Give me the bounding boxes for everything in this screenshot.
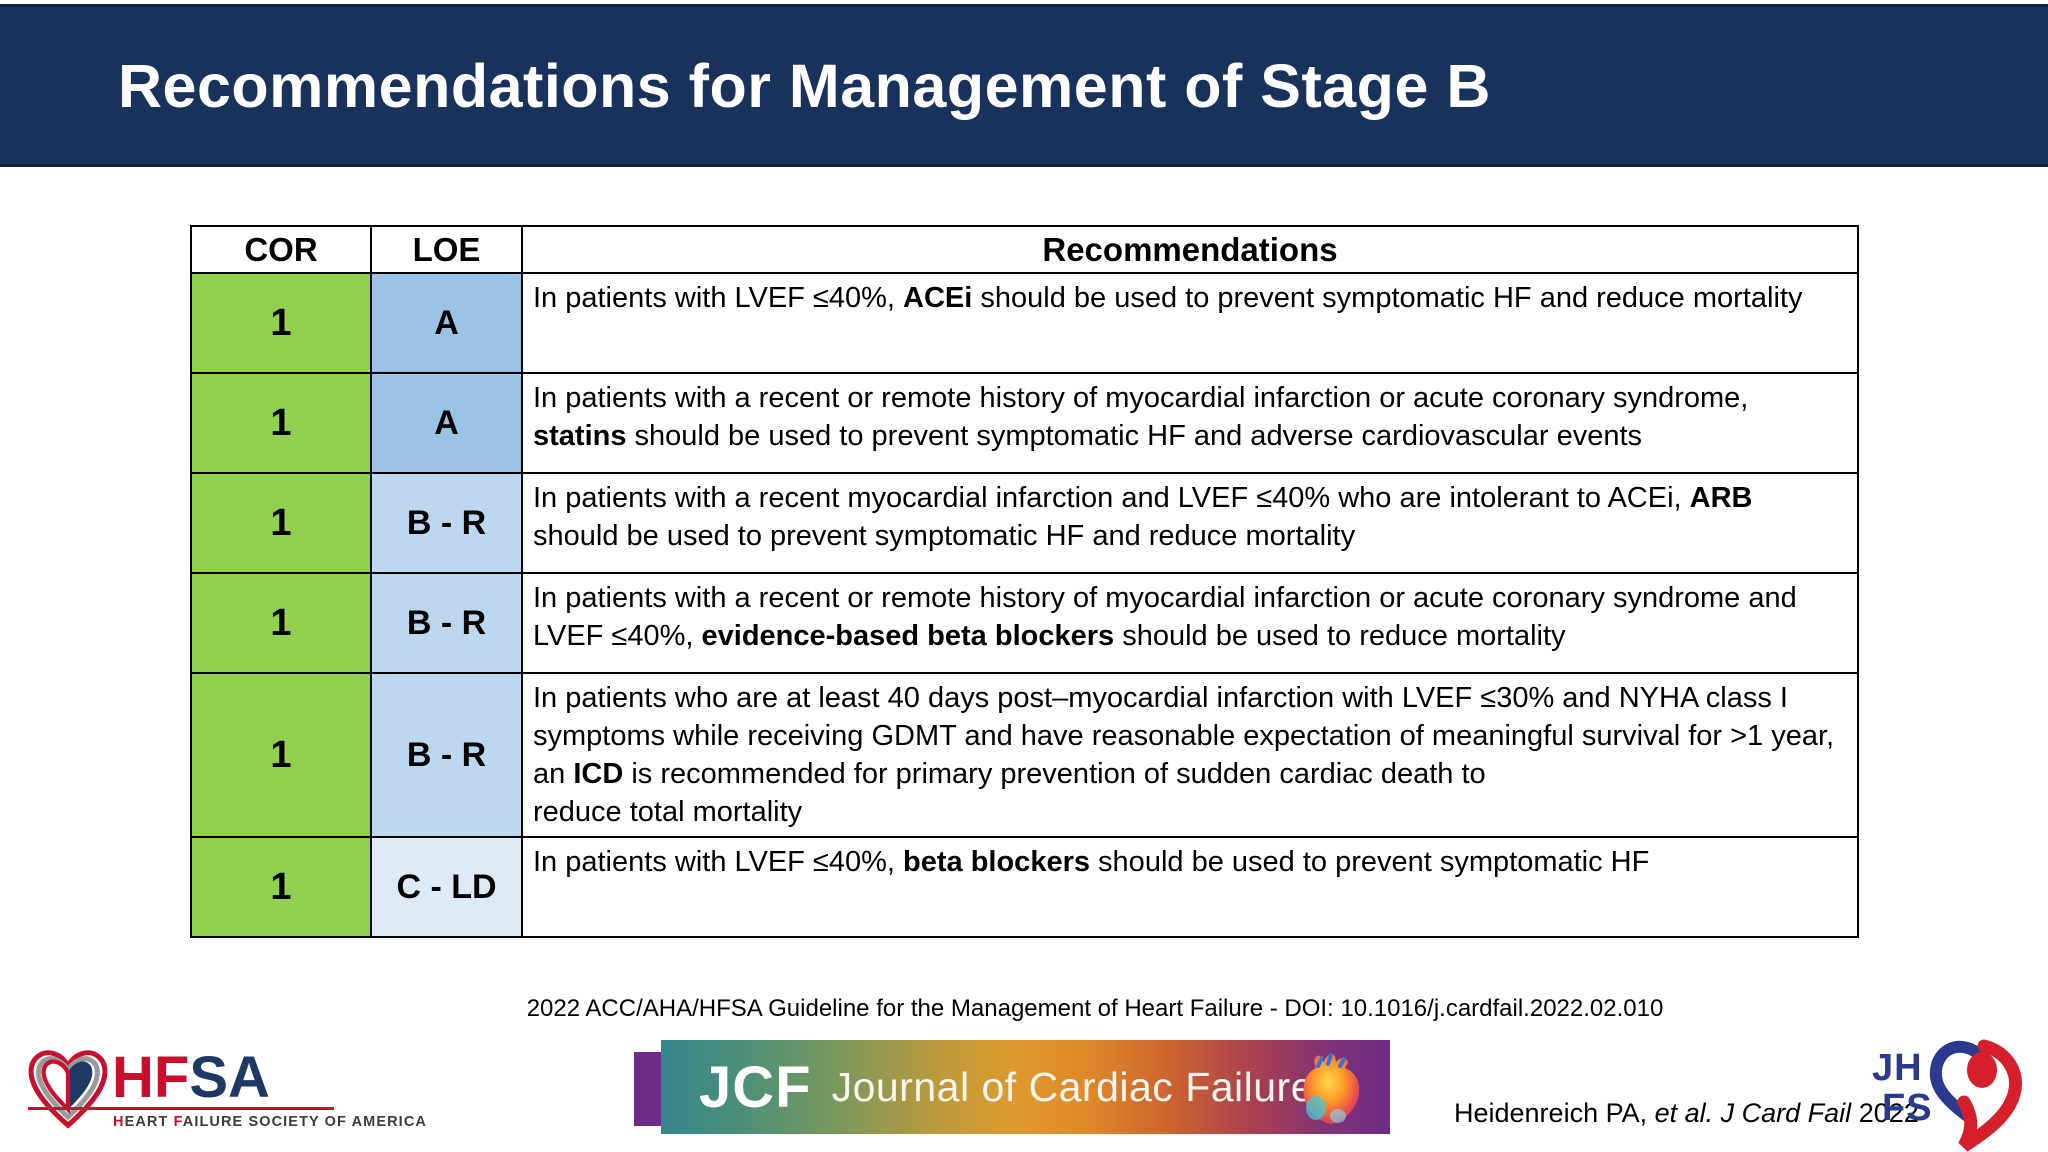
loe-cell: B - R bbox=[370, 472, 523, 574]
hfsa-wordmark: HFSA bbox=[112, 1044, 270, 1111]
column-header-recommendations: Recommendations bbox=[521, 225, 1859, 274]
recommendation-cell: In patients with a recent or remote hist… bbox=[521, 572, 1859, 674]
text-segment: et al. J Card Fail bbox=[1654, 1098, 1852, 1128]
text-segment: In patients who are at least 40 days pos… bbox=[533, 682, 1835, 790]
text-segment: ICD bbox=[573, 758, 624, 790]
column-header-loe: LOE bbox=[370, 225, 523, 274]
cor-cell: 1 bbox=[190, 272, 372, 374]
text-segment: In patients with LVEF ≤40%, bbox=[533, 282, 904, 314]
hfsa-logo: HFSA HEART FAILURE SOCIETY OF AMERICA bbox=[26, 1044, 426, 1136]
text-segment: beta blockers bbox=[903, 846, 1090, 878]
text-segment: In patients with a recent or remote hist… bbox=[533, 382, 1749, 414]
loe-cell: A bbox=[370, 272, 523, 374]
reference-text: Heidenreich PA, et al. J Card Fail 2022 bbox=[1454, 1098, 1919, 1129]
recommendations-table: COR LOE Recommendations 1 A In patients wi… bbox=[190, 225, 1859, 938]
text-segment: reduce total mortality bbox=[533, 796, 803, 828]
text-segment: should be used to prevent symptomatic HF… bbox=[533, 520, 1356, 552]
table-row: 1 A In patients with a recent or remote hi… bbox=[190, 372, 1859, 474]
recommendation-cell: In patients with LVEF ≤40%, ACEi should … bbox=[521, 272, 1859, 374]
text-segment: Heidenreich PA, bbox=[1454, 1098, 1655, 1128]
table-header-row: COR LOE Recommendations bbox=[190, 225, 1859, 274]
text-segment: evidence-based beta blockers bbox=[701, 620, 1115, 652]
jhfs-heart-icon bbox=[1929, 1039, 2022, 1152]
cor-cell: 1 bbox=[190, 672, 372, 838]
cor-cell: 1 bbox=[190, 836, 372, 938]
recommendation-cell: In patients who are at least 40 days pos… bbox=[521, 672, 1859, 838]
cor-cell: 1 bbox=[190, 372, 372, 474]
hfsa-heart-icon bbox=[28, 1050, 108, 1129]
text-segment: F bbox=[173, 1114, 183, 1130]
title-bar: Recommendations for Management of Stage … bbox=[0, 4, 2048, 167]
text-segment: AILURE SOCIETY OF AMERICA bbox=[182, 1114, 427, 1130]
text-segment: In patients with LVEF ≤40%, bbox=[533, 846, 904, 878]
text-segment: ARB bbox=[1689, 482, 1753, 514]
jhfs-wordmark: JH FS bbox=[1872, 1048, 1933, 1128]
guideline-citation: 2022 ACC/AHA/HFSA Guideline for the Mana… bbox=[526, 995, 1664, 1022]
text-segment: should be used to prevent symptomatic HF bbox=[1090, 846, 1650, 878]
hfsa-divider bbox=[28, 1107, 334, 1110]
text-segment: In patients with a recent or remote hist… bbox=[533, 582, 1797, 652]
text-segment: statins bbox=[533, 420, 627, 452]
loe-cell: C - LD bbox=[370, 836, 523, 938]
jcf-banner-tab bbox=[634, 1052, 661, 1126]
table-row: 1 A In patients with LVEF ≤40%, ACEi shoul… bbox=[190, 272, 1859, 374]
text-segment: should be used to prevent symptomatic HF… bbox=[626, 420, 1643, 452]
column-header-cor: COR bbox=[190, 225, 372, 274]
text-segment: should be used to reduce mortality bbox=[1114, 620, 1566, 652]
loe-cell: B - R bbox=[370, 672, 523, 838]
loe-cell: A bbox=[370, 372, 523, 474]
recommendations-body: 1 A In patients with LVEF ≤40%, ACEi shoul… bbox=[190, 272, 1859, 938]
hfsa-tagline: HEART FAILURE SOCIETY OF AMERICA bbox=[113, 1114, 427, 1130]
text-segment: H bbox=[113, 1114, 125, 1130]
jcf-heart-icon bbox=[1303, 1053, 1360, 1124]
jhfs-line2: FS bbox=[1882, 1087, 1933, 1129]
recommendation-cell: In patients with a recent or remote hist… bbox=[521, 372, 1859, 474]
loe-cell: B - R bbox=[370, 572, 523, 674]
text-segment: In patients with a recent myocardial inf… bbox=[533, 482, 1690, 514]
cor-cell: 1 bbox=[190, 572, 372, 674]
jcf-abbr: JCF bbox=[699, 1054, 812, 1120]
cor-cell: 1 bbox=[190, 472, 372, 574]
text-segment: EART bbox=[124, 1114, 174, 1130]
jhfs-logo: JH FS bbox=[1872, 1036, 2022, 1152]
recommendation-cell: In patients with a recent myocardial inf… bbox=[521, 472, 1859, 574]
hfsa-wordmark-hf: HF bbox=[112, 1045, 190, 1110]
text-segment: is recommended for primary prevention of… bbox=[623, 758, 1486, 790]
jhfs-line1: JH bbox=[1872, 1047, 1923, 1089]
text-segment: ACEi bbox=[903, 282, 973, 314]
jcf-journal-name: Journal of Cardiac Failure bbox=[831, 1063, 1315, 1110]
recommendation-cell: In patients with LVEF ≤40%, beta blocker… bbox=[521, 836, 1859, 938]
text-segment: 2022 bbox=[1851, 1098, 1919, 1128]
hfsa-wordmark-sa: SA bbox=[189, 1045, 270, 1110]
text-segment: should be used to prevent symptomatic HF… bbox=[972, 282, 1803, 314]
jcf-banner: JCF Journal of Cardiac Failure bbox=[661, 1040, 1390, 1134]
page-title: Recommendations for Management of Stage … bbox=[118, 51, 1491, 120]
